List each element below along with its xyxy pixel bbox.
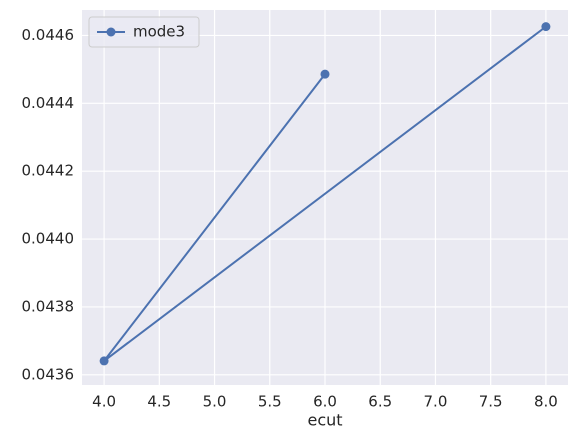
x-tick-label: 8.0 <box>534 393 558 411</box>
y-tick-label: 0.0444 <box>22 94 75 112</box>
legend-marker <box>106 27 116 37</box>
x-axis-label: ecut <box>307 411 342 430</box>
y-tick-label: 0.0438 <box>22 297 75 315</box>
legend-label: mode3 <box>133 23 185 41</box>
legend-box <box>88 16 200 48</box>
y-tick-label: 0.0442 <box>22 162 75 180</box>
x-tick-label: 7.0 <box>424 393 448 411</box>
x-tick-label: 5.5 <box>258 393 282 411</box>
y-tick-label: 0.0436 <box>22 365 75 383</box>
x-tick-label: 4.5 <box>147 393 171 411</box>
point <box>541 22 551 32</box>
y-tick-label: 0.0440 <box>22 230 75 248</box>
x-tick-label: 4.0 <box>92 393 116 411</box>
point <box>99 356 109 366</box>
x-tick-label: 5.0 <box>203 393 227 411</box>
y-tick-label: 0.0446 <box>22 26 75 44</box>
x-tick-label: 6.5 <box>368 393 392 411</box>
point <box>320 69 330 79</box>
x-tick-label: 7.5 <box>479 393 503 411</box>
x-tick-label: 6.0 <box>313 393 337 411</box>
